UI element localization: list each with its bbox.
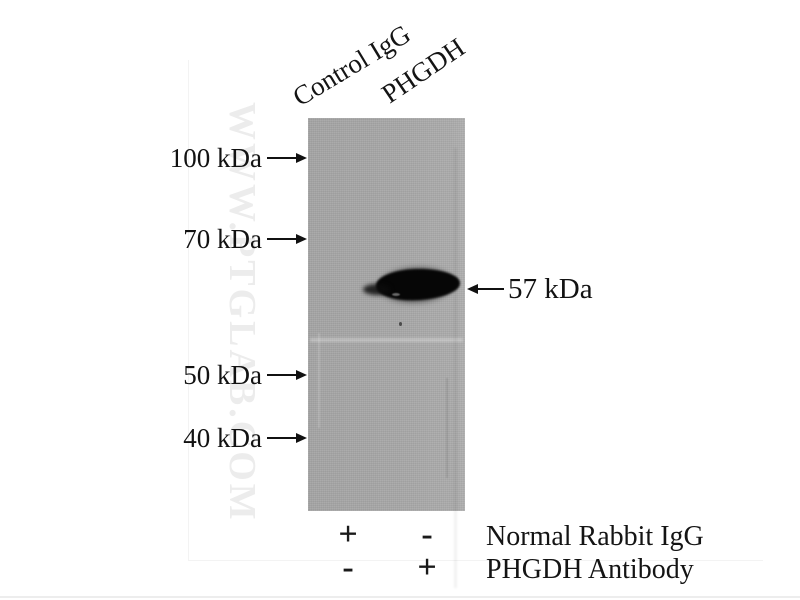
blot-vertical-streak	[454, 148, 457, 588]
legend-symbol-row1-lane1: +	[338, 516, 358, 553]
band-annotation-label: 57 kDa	[508, 273, 593, 305]
left-arrow-icon	[467, 284, 504, 294]
legend-label-normal-rabbit-igg: Normal Rabbit IgG	[486, 521, 704, 552]
band-annotation-row: 57 kDa	[467, 273, 593, 305]
marker-row-40kda: 40 kDa	[140, 422, 308, 454]
blot-speck	[399, 322, 402, 326]
marker-row-50kda: 50 kDa	[140, 359, 308, 391]
watermark-text: WWW.PTGLAB.COM	[221, 102, 263, 523]
protein-band-57kda	[362, 257, 470, 313]
marker-label-50kda: 50 kDa	[183, 360, 262, 390]
protein-band-tail	[363, 284, 391, 295]
right-arrow-icon	[267, 433, 307, 443]
watermark-box-bottom-edge	[188, 560, 763, 561]
marker-row-70kda: 70 kDa	[140, 223, 308, 255]
marker-label-70kda: 70 kDa	[183, 224, 262, 254]
blot-vertical-streak	[318, 333, 320, 428]
protein-band-highlight	[392, 293, 400, 296]
marker-row-100kda: 100 kDa	[140, 142, 308, 174]
right-arrow-icon	[267, 370, 307, 380]
blot-horizontal-streak	[310, 338, 463, 342]
marker-label-40kda: 40 kDa	[183, 423, 262, 453]
blot-vertical-streak	[446, 378, 448, 478]
right-arrow-icon	[267, 234, 307, 244]
legend-label-phgdh-antibody: PHGDH Antibody	[486, 554, 694, 585]
right-arrow-icon	[267, 153, 307, 163]
watermark-box-left-edge	[188, 60, 189, 560]
legend-symbol-row1-lane2: -	[421, 516, 433, 553]
image-bottom-edge-line	[0, 596, 800, 598]
legend-symbol-row2-lane1: -	[342, 549, 354, 586]
blot-membrane-image	[308, 118, 470, 588]
legend-symbol-row2-lane2: +	[417, 549, 437, 586]
marker-label-100kda: 100 kDa	[169, 143, 262, 173]
